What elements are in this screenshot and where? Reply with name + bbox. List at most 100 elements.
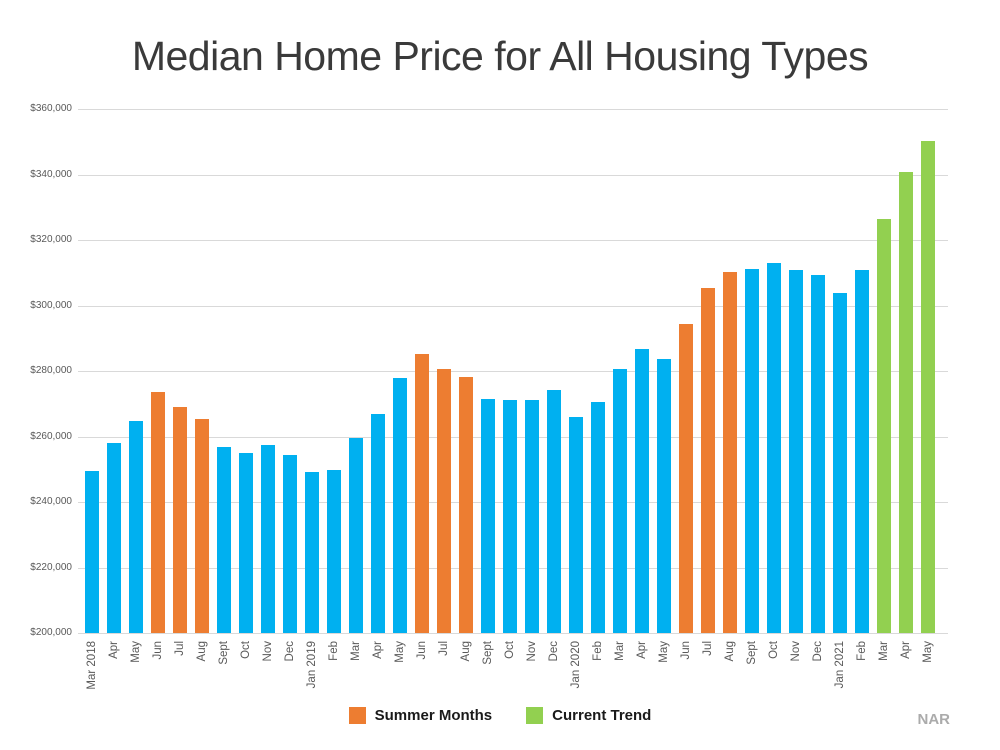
x-axis-tick-label: Jan 2021 bbox=[834, 641, 846, 689]
bar-dec bbox=[283, 454, 297, 633]
x-axis-tick-label: Sept bbox=[218, 641, 230, 665]
y-axis-tick-label: $240,000 bbox=[30, 496, 72, 507]
bar-mar bbox=[349, 437, 363, 633]
y-axis-tick-label: $360,000 bbox=[30, 103, 72, 114]
x-axis-tick-label: Jun bbox=[416, 641, 428, 660]
bar-aug bbox=[195, 418, 209, 633]
x-axis-tick-label: Apr bbox=[372, 641, 384, 659]
x-axis-tick-label: Jan 2019 bbox=[306, 641, 318, 689]
x-axis-tick-label: Oct bbox=[504, 641, 516, 659]
bar-may bbox=[921, 141, 935, 633]
x-axis-tick-label: Apr bbox=[900, 641, 912, 659]
bar-apr bbox=[107, 443, 121, 633]
chart-title: Median Home Price for All Housing Types bbox=[131, 33, 869, 79]
bar-dec bbox=[811, 275, 825, 633]
bar-feb bbox=[327, 469, 341, 633]
x-axis-tick-label: Apr bbox=[108, 641, 120, 659]
bar-mar-2018 bbox=[85, 470, 99, 633]
bar-apr bbox=[371, 413, 385, 633]
y-axis-tick-label: $220,000 bbox=[30, 561, 72, 573]
x-axis-tick-label: Mar bbox=[614, 641, 626, 661]
bar-jul bbox=[437, 369, 451, 633]
x-axis-tick-label: Jul bbox=[174, 641, 186, 656]
bar-apr bbox=[635, 348, 649, 633]
x-axis-tick-label: May bbox=[658, 641, 670, 663]
legend-label-summer-months: Summer Months bbox=[374, 707, 493, 724]
legend-item-current-trend: Current Trend bbox=[526, 707, 651, 724]
bar-oct bbox=[767, 263, 781, 633]
x-axis-tick-label: Nov bbox=[262, 641, 274, 662]
x-axis-tick-label: Nov bbox=[526, 641, 538, 662]
gridline bbox=[78, 371, 948, 372]
bar-oct bbox=[503, 400, 517, 633]
x-axis-tick-label: Dec bbox=[548, 641, 560, 662]
bar-sept bbox=[745, 268, 759, 633]
x-axis-tick-label: Jan 2020 bbox=[570, 641, 582, 689]
bar-jun bbox=[151, 391, 165, 633]
x-axis-tick-label: Jul bbox=[438, 641, 450, 656]
bar-jun bbox=[415, 353, 429, 633]
chart-legend: Summer Months Current Trend bbox=[55, 707, 945, 724]
x-axis-tick-label: May bbox=[922, 641, 934, 663]
bar-jan-2020 bbox=[569, 417, 583, 633]
source-attribution: NAR bbox=[917, 711, 951, 728]
x-axis-tick-label: Jul bbox=[702, 641, 714, 656]
y-axis-tick-label: $280,000 bbox=[30, 365, 72, 376]
bar-jul bbox=[701, 287, 715, 633]
bar-jan-2019 bbox=[305, 471, 319, 633]
gridline bbox=[78, 305, 948, 307]
x-axis-tick-label: Aug bbox=[460, 641, 472, 662]
x-axis-tick-label: Mar bbox=[350, 641, 362, 661]
current-trend-swatch-icon bbox=[526, 707, 544, 724]
x-axis-tick-label: May bbox=[394, 641, 406, 663]
bar-sept bbox=[481, 399, 495, 633]
bar-oct bbox=[239, 452, 253, 633]
summer-months-swatch-icon bbox=[348, 707, 366, 724]
x-axis-tick-label: Dec bbox=[812, 641, 824, 662]
bar-feb bbox=[591, 402, 605, 633]
bar-mar bbox=[613, 369, 627, 633]
bar-mar bbox=[877, 219, 891, 633]
y-axis-tick-label: $200,000 bbox=[30, 627, 72, 638]
bar-sept bbox=[217, 446, 231, 633]
bar-aug bbox=[723, 272, 737, 633]
x-axis-tick-label: Mar bbox=[878, 641, 890, 661]
bar-feb bbox=[855, 270, 869, 633]
x-axis-tick-label: Feb bbox=[592, 641, 604, 661]
bar-jun bbox=[679, 324, 693, 633]
x-axis-tick-label: Mar 2018 bbox=[86, 641, 98, 690]
gridline bbox=[78, 174, 948, 176]
x-axis-tick-label: Dec bbox=[284, 641, 296, 662]
x-axis-tick-label: Aug bbox=[724, 641, 736, 662]
x-axis-tick-label: Jun bbox=[152, 641, 164, 660]
gridline bbox=[78, 109, 948, 110]
bar-dec bbox=[547, 389, 561, 633]
bar-apr bbox=[899, 171, 913, 633]
y-axis-tick-label: $340,000 bbox=[30, 168, 72, 180]
bar-jul bbox=[173, 406, 187, 633]
legend-item-summer-months: Summer Months bbox=[348, 707, 493, 724]
x-axis-tick-label: Oct bbox=[768, 641, 780, 659]
bar-nov bbox=[789, 270, 803, 633]
y-axis-tick-label: $300,000 bbox=[30, 299, 72, 311]
x-axis-tick-label: Aug bbox=[196, 641, 208, 662]
bar-nov bbox=[525, 399, 539, 633]
x-axis-tick-label: Feb bbox=[856, 641, 868, 661]
y-axis-tick-label: $260,000 bbox=[30, 430, 72, 442]
bar-may bbox=[129, 421, 143, 633]
x-axis-tick-label: Sept bbox=[482, 641, 494, 665]
gridline bbox=[78, 240, 948, 241]
x-axis-tick-label: Nov bbox=[790, 641, 802, 662]
x-axis-tick-label: Oct bbox=[240, 641, 252, 659]
x-axis-tick-label: Jun bbox=[680, 641, 692, 660]
y-axis-tick-label: $320,000 bbox=[30, 234, 72, 245]
bar-may bbox=[393, 377, 407, 633]
x-axis-tick-label: Feb bbox=[328, 641, 340, 661]
x-axis-tick-label: Apr bbox=[636, 641, 648, 659]
x-axis-tick-label: Sept bbox=[746, 641, 758, 665]
bar-jan-2021 bbox=[833, 293, 847, 633]
x-axis-tick-label: May bbox=[130, 641, 142, 663]
gridline bbox=[78, 633, 948, 634]
